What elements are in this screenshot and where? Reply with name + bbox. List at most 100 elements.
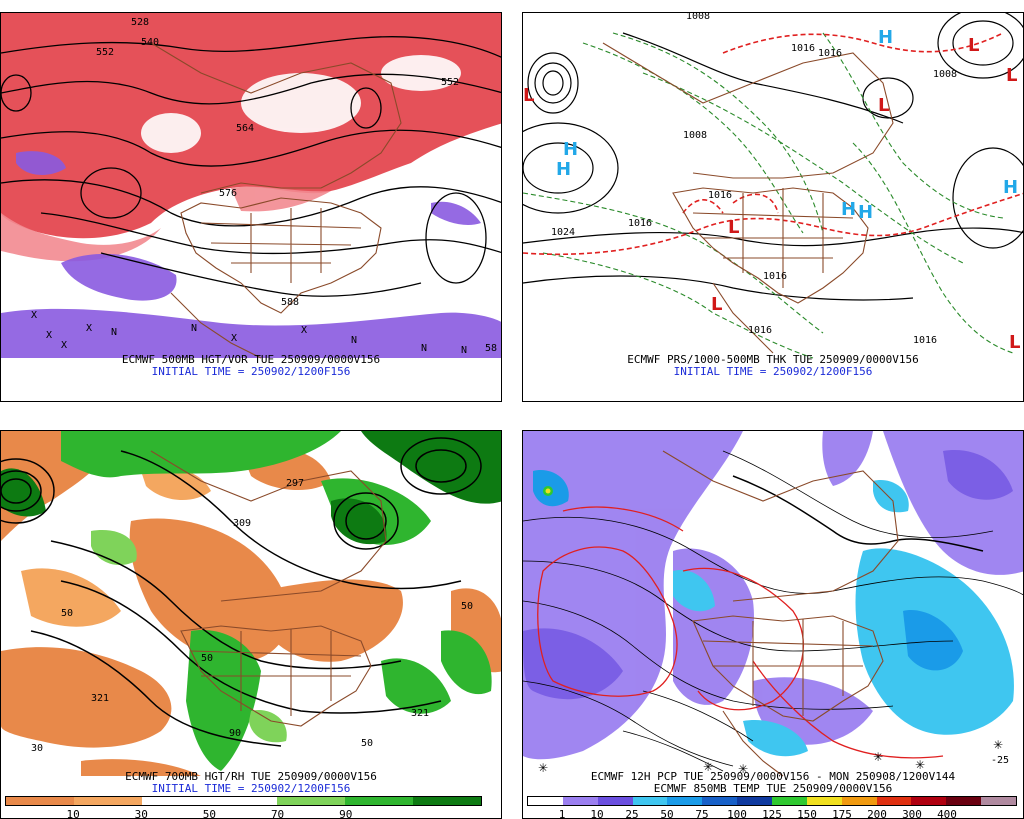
contour-label: 50 — [61, 608, 73, 619]
precip-colorbar — [527, 796, 1017, 806]
colorbar-tick-label: 70 — [270, 808, 285, 819]
colorbar-tick-label: 1 — [558, 808, 566, 819]
low-pressure-center: L — [1009, 332, 1020, 353]
contour-label: 1016 — [818, 48, 842, 59]
low-pressure-center: L — [523, 85, 534, 106]
precip-colorbar-ticks: 1 10 25 50 75 100 125 150 175 200 300 400 — [527, 808, 1017, 819]
svg-text:N: N — [191, 323, 197, 334]
panel-sea-level-pressure-thickness: H H H H H H L L L L L L L 1008 1016 1008… — [522, 12, 1024, 402]
contour-label: 50 — [461, 601, 473, 612]
colorbar-swatch — [737, 797, 773, 805]
colorbar-swatch — [911, 797, 947, 805]
high-pressure-center: H — [556, 159, 571, 180]
colorbar-swatch — [345, 797, 414, 805]
colorbar-tick-label: 75 — [695, 808, 709, 819]
contour-label: 540 — [141, 37, 159, 48]
panel-title: ECMWF PRS/1000-500MB THK TUE 250909/0000… — [627, 353, 919, 366]
contour-label: 1016 — [763, 271, 787, 282]
colorbar-swatch — [528, 797, 563, 805]
svg-text:X: X — [46, 330, 52, 341]
svg-text:✳: ✳ — [915, 758, 925, 772]
colorbar-swatch — [413, 797, 482, 805]
colorbar-swatch — [667, 797, 703, 805]
panel-title: ECMWF 12H PCP TUE 250909/0000V156 - MON … — [590, 770, 956, 783]
contour-label: 588 — [281, 297, 299, 308]
colorbar-tick-label: 150 — [797, 808, 817, 819]
colorbar-tick-label: 30 — [134, 808, 148, 819]
low-pressure-center: L — [968, 35, 979, 56]
colorbar-tick-label: 175 — [832, 808, 852, 819]
colorbar-tick-label: 10 — [66, 808, 80, 819]
contour-label: 50 — [201, 653, 213, 664]
colorbar-tick-label: 25 — [625, 808, 639, 819]
svg-text:N: N — [111, 327, 117, 338]
colorbar-swatch — [946, 797, 982, 805]
map-precip-temperature: -25 ✳ ✳ ✳ ✳ ✳ ✳ — [523, 431, 1023, 777]
contour-label: 528 — [131, 17, 149, 28]
high-pressure-center: H — [858, 202, 873, 223]
low-pressure-center: L — [728, 217, 739, 238]
contour-label: 321 — [91, 693, 109, 704]
contour-label: 576 — [219, 188, 237, 199]
low-pressure-center: L — [1006, 65, 1017, 86]
low-pressure-center: L — [878, 95, 889, 116]
svg-text:✳: ✳ — [738, 762, 748, 776]
svg-text:X: X — [61, 340, 67, 351]
map-700mb-relative-humidity: 297 321 50 50 50 30 321 90 50 309 — [1, 431, 501, 776]
svg-text:N: N — [461, 345, 467, 356]
contour-label: 564 — [236, 123, 254, 134]
initial-time: INITIAL TIME = 250902/1200F156 — [673, 365, 873, 378]
panel-subtitle: ECMWF 850MB TEMP TUE 250909/0000V156 — [653, 782, 893, 795]
contour-label: 1024 — [551, 227, 575, 238]
contour-label: 30 — [31, 743, 43, 754]
svg-text:X: X — [301, 325, 307, 336]
contour-label: 552 — [441, 77, 459, 88]
colorbar-swatch — [562, 797, 598, 805]
svg-text:✳: ✳ — [703, 760, 713, 774]
contour-label: 90 — [229, 728, 241, 739]
contour-label: 297 — [286, 478, 304, 489]
colorbar-tick-label: 10 — [590, 808, 604, 819]
panel-700mb-hgt-rh: 297 321 50 50 50 30 321 90 50 309 ECMWF … — [0, 430, 502, 819]
contour-label: 1008 — [683, 130, 707, 141]
colorbar-swatch — [597, 797, 633, 805]
colorbar-swatch — [277, 797, 346, 805]
initial-time: INITIAL TIME = 250902/1200F156 — [151, 365, 351, 378]
colorbar-swatch — [6, 797, 74, 805]
rh-colorbar-ticks: 10 30 50 70 90 — [5, 808, 482, 819]
contour-label: 1016 — [748, 325, 772, 336]
contour-label: 321 — [411, 708, 429, 719]
colorbar-swatch — [981, 797, 1017, 805]
contour-label: -25 — [991, 755, 1009, 766]
initial-time: INITIAL TIME = 250902/1200F156 — [151, 782, 351, 795]
colorbar-tick-label: 200 — [867, 808, 887, 819]
colorbar-swatch — [209, 797, 278, 805]
colorbar-swatch — [73, 797, 142, 805]
high-pressure-center: H — [1003, 177, 1018, 198]
colorbar-tick-label: 300 — [902, 808, 922, 819]
colorbar-tick-label: 400 — [937, 808, 957, 819]
contour-label: 1016 — [628, 218, 652, 229]
colorbar-tick-label: 50 — [660, 808, 674, 819]
colorbar-tick-label: 125 — [762, 808, 782, 819]
high-pressure-center: H — [841, 199, 856, 220]
svg-text:✳: ✳ — [873, 750, 883, 764]
svg-text:X: X — [31, 310, 37, 321]
contour-label: 1008 — [686, 13, 710, 22]
colorbar-swatch — [632, 797, 668, 805]
colorbar-swatch — [876, 797, 912, 805]
colorbar-tick-label: 50 — [202, 808, 217, 819]
rh-colorbar — [5, 796, 482, 806]
contour-label: 309 — [233, 518, 251, 529]
colorbar-swatch — [772, 797, 807, 805]
contour-label: 1016 — [913, 335, 937, 346]
contour-label: 1008 — [933, 69, 957, 80]
panel-12h-precip-850mb-temp: -25 ✳ ✳ ✳ ✳ ✳ ✳ ECMWF 12H PCP TUE 250909/000… — [522, 430, 1024, 819]
contour-label: 552 — [96, 47, 114, 58]
colorbar-swatch — [702, 797, 738, 805]
colorbar-swatch — [841, 797, 877, 805]
colorbar-tick-label: 90 — [339, 808, 353, 819]
colorbar-swatch — [141, 797, 210, 805]
colorbar-tick-label: 100 — [727, 808, 747, 819]
